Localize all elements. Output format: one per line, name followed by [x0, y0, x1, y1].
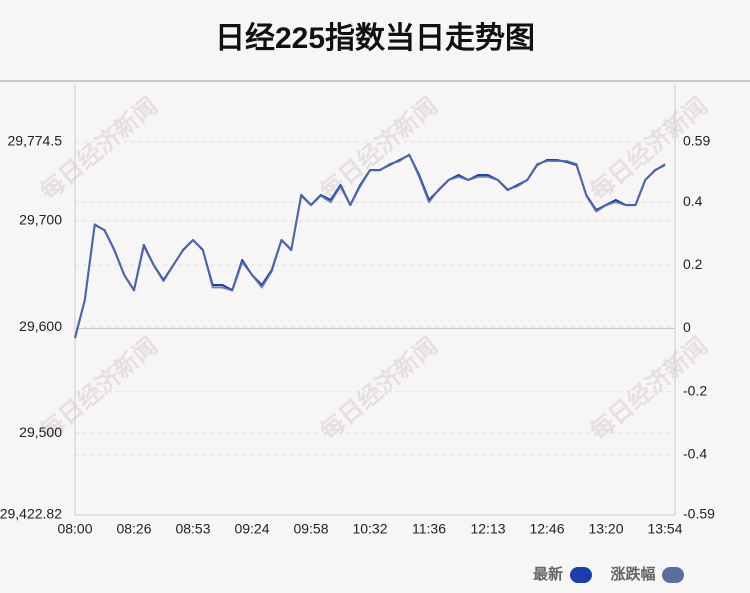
y-tick-label: 29,600	[19, 318, 62, 334]
x-tick-label: 08:26	[116, 521, 151, 537]
x-tick-label: 13:54	[647, 521, 682, 537]
x-tick-label: 09:24	[234, 521, 269, 537]
y-tick-label: 29,422.82	[0, 506, 62, 522]
legend-label: 涨跌幅	[610, 565, 655, 583]
legend-swatch	[570, 567, 592, 583]
y2-tick-label: 0.4	[683, 193, 703, 209]
y-tick-label: 29,774.5	[8, 133, 63, 149]
y2-tick-label: 0	[683, 319, 691, 335]
chart-title: 日经225指数当日走势图	[215, 21, 535, 55]
x-tick-label: 08:53	[175, 521, 210, 537]
y2-tick-label: -0.2	[683, 382, 707, 398]
x-tick-label: 09:58	[293, 521, 328, 537]
x-tick-label: 13:20	[588, 521, 623, 537]
y2-tick-label: -0.59	[683, 506, 715, 522]
y2-tick-label: 0.59	[683, 133, 710, 149]
x-tick-label: 10:32	[352, 521, 387, 537]
legend-swatch	[662, 567, 684, 583]
y-tick-label: 29,500	[19, 424, 62, 440]
y2-tick-label: -0.4	[683, 446, 707, 462]
x-tick-label: 11:36	[412, 521, 446, 537]
y2-tick-label: 0.2	[683, 256, 703, 272]
series-line	[74, 153, 666, 339]
y-tick-label: 29,700	[19, 212, 62, 228]
legend-label: 最新	[533, 565, 563, 583]
x-tick-label: 12:13	[470, 521, 505, 537]
x-tick-label: 08:00	[57, 521, 92, 537]
x-tick-label: 12:46	[529, 521, 564, 537]
